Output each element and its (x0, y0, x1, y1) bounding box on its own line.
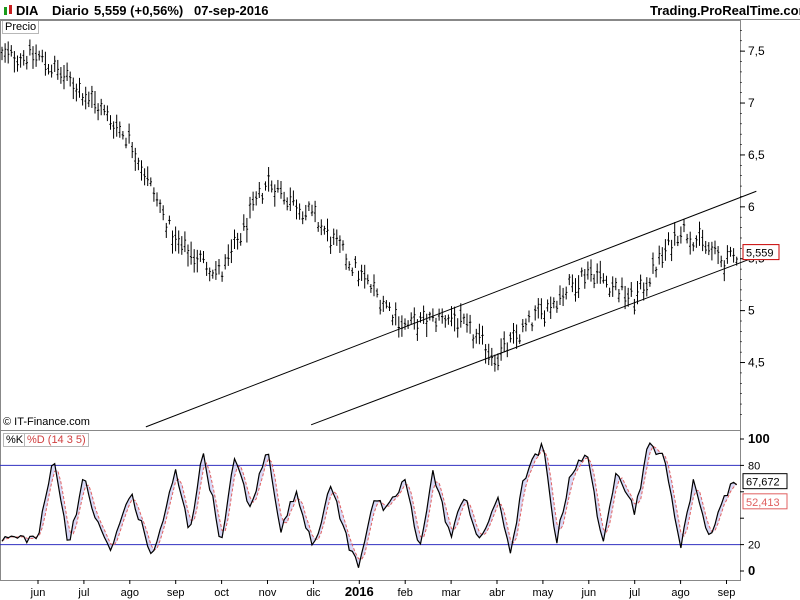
oscillator-axis-tick-label: 20 (748, 540, 760, 552)
price-bars (0, 39, 738, 372)
x-axis-tick-label: oct (214, 587, 229, 599)
last-price-box (742, 244, 780, 261)
k-value-label: 67,672 (746, 477, 780, 489)
channel-lower-line (310, 256, 757, 426)
price-axis-tick-label: 4,5 (748, 356, 765, 370)
x-axis-tick-label: ago (121, 587, 139, 599)
header-site[interactable]: Trading.ProRealTime.com (650, 3, 800, 18)
price-axis-tick-label: 6,5 (748, 148, 765, 162)
oscillator-axis-tick-label: 80 (748, 460, 760, 472)
x-axis-tick-label: may (533, 587, 554, 599)
x-axis-tick-label: dic (306, 587, 321, 599)
x-axis-tick-label: 2016 (345, 584, 374, 599)
header-date: 07-sep-2016 (194, 3, 269, 18)
x-axis-tick-label: jun (30, 587, 46, 599)
price-panel-label: Precio (2, 20, 40, 34)
x-axis-tick-label: jun (580, 587, 596, 599)
price-panel-frame (0, 20, 741, 431)
stochastic-fill (2, 443, 737, 568)
x-axis-tick-label: nov (259, 587, 277, 599)
x-axis-tick-label: jul (628, 587, 640, 599)
last-price-label: 5,559 (746, 248, 774, 260)
copyright-text: © IT-Finance.com (3, 416, 90, 428)
header-symbol: DIA (16, 3, 39, 18)
x-axis-tick-label: sep (718, 587, 736, 599)
price-axis-tick-label: 5 (748, 304, 755, 318)
d-value-box (742, 493, 788, 510)
oscillator-panel-frame (0, 430, 741, 581)
stoch-d-label: %D (14 3 5) (24, 433, 89, 447)
stochastic-d-line (1, 445, 738, 560)
oscillator-axis-tick-label: 0 (748, 563, 755, 578)
header-period: Diario (52, 3, 89, 18)
x-axis-tick-label: jul (77, 587, 89, 599)
price-axis-tick-label: 6 (748, 200, 755, 214)
x-axis-tick-label: sep (167, 587, 185, 599)
oscillator-axis-tick-label: 100 (748, 431, 770, 446)
x-axis-tick-label: mar (442, 587, 461, 599)
stoch-k-label: %K (3, 433, 27, 447)
price-axis-tick-label: 7 (748, 96, 755, 110)
x-axis-tick-label: feb (398, 587, 413, 599)
k-value-box (742, 473, 788, 490)
x-axis-tick-label: abr (489, 587, 505, 599)
stochastic-k-line (1, 441, 738, 568)
channel-upper-line (145, 190, 757, 428)
header-quote: 5,559 (+0,56%) (94, 3, 184, 18)
x-axis-tick-label: ago (671, 587, 689, 599)
header-logo-icon (3, 5, 13, 20)
d-value-label: 52,413 (746, 497, 780, 509)
price-axis-tick-label: 7,5 (748, 44, 765, 58)
